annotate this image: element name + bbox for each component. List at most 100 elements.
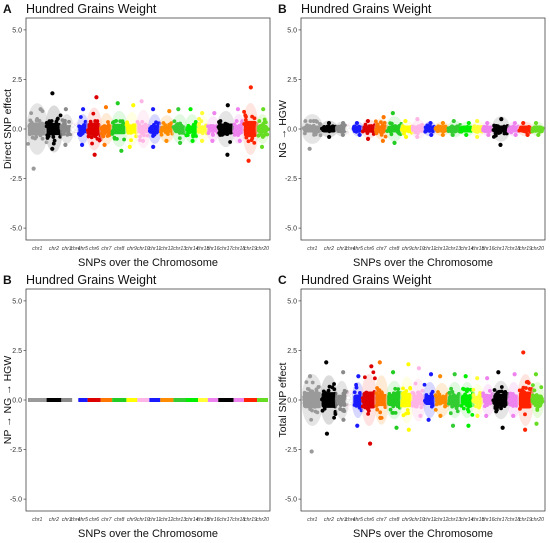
- snp-point: [308, 119, 313, 123]
- snp-effect-bar: [28, 398, 47, 402]
- x-tick-label: chr3: [62, 517, 72, 523]
- snp-point: [320, 408, 325, 413]
- snp-point: [314, 387, 319, 392]
- snp-point: [391, 404, 396, 409]
- snp-point: [91, 111, 96, 116]
- snp-effect-bar: [87, 398, 101, 402]
- chromosome-chr18-points: [233, 398, 244, 402]
- snp-point-max: [235, 107, 241, 112]
- chromosome-chr20-points: [530, 120, 545, 138]
- snp-point: [310, 396, 314, 401]
- snp-point-min: [237, 138, 242, 143]
- x-tick-label: chr13: [448, 246, 461, 252]
- snp-effect-bar: [218, 398, 234, 402]
- snp-point: [302, 390, 307, 395]
- snp-point: [522, 390, 527, 394]
- x-tick-label: chr20: [531, 517, 544, 523]
- snp-point: [364, 390, 369, 395]
- snp-point: [357, 395, 362, 400]
- snp-point-max: [212, 111, 217, 116]
- snp-point: [319, 126, 324, 131]
- chart-svg-np-ng-hgw: B Hundred Grains Weight -5.0 -2.5 0.0 2.5 5.0 N…: [2, 273, 271, 540]
- snp-effect-bar: [185, 398, 199, 402]
- snp-point: [408, 386, 413, 390]
- snp-point-min: [392, 140, 397, 145]
- snp-effect-bar: [173, 398, 186, 402]
- snp-point: [244, 114, 248, 119]
- chromosome-chr15-points: [198, 398, 208, 402]
- snp-point: [435, 126, 439, 131]
- snp-point-min: [498, 142, 503, 147]
- snp-point: [179, 123, 184, 128]
- snp-point: [507, 127, 512, 132]
- x-tick-label: chr9: [402, 246, 412, 252]
- snp-point-max: [512, 372, 517, 377]
- snp-point: [508, 399, 513, 404]
- snp-point: [531, 398, 536, 403]
- chromosome-chr19-points: [242, 85, 259, 163]
- x-tick-label: chr1: [32, 246, 42, 252]
- x-tick-label: chr3: [337, 517, 347, 523]
- chromosome-chr1-points: [26, 103, 49, 171]
- snp-point: [466, 398, 470, 403]
- snp-point: [174, 123, 179, 128]
- x-tick-label: chr7: [101, 517, 112, 523]
- snp-point: [35, 116, 40, 121]
- snp-point: [106, 120, 110, 124]
- snp-point: [208, 127, 212, 132]
- snp-point-max: [377, 360, 382, 365]
- snp-point: [260, 133, 265, 138]
- snp-point: [321, 402, 326, 407]
- x-tick-label: chr14: [461, 246, 474, 252]
- snp-point: [185, 133, 190, 137]
- snp-point: [63, 127, 67, 132]
- chromosome-chr14-points: [185, 398, 199, 402]
- snp-point: [436, 390, 440, 394]
- snp-point: [310, 380, 315, 385]
- snp-point: [41, 128, 46, 133]
- snp-point-max: [466, 120, 471, 126]
- x-tick-label: chr17: [219, 517, 233, 523]
- snp-point-min: [199, 138, 205, 143]
- snp-point-min: [140, 138, 146, 143]
- x-axis-label: SNPs over the Chromosome: [353, 257, 493, 269]
- snp-point: [217, 126, 222, 131]
- snp-point: [61, 121, 66, 126]
- snp-point: [154, 120, 158, 125]
- snp-point: [77, 132, 82, 137]
- snp-point: [332, 387, 337, 392]
- snp-point: [29, 111, 34, 116]
- snp-point-min: [365, 136, 371, 142]
- x-tick-label: chr16: [207, 517, 220, 523]
- x-tick-label: chr12: [160, 246, 173, 252]
- snp-point: [151, 124, 156, 129]
- snp-point: [114, 126, 119, 131]
- snp-point: [498, 130, 503, 135]
- snp-point: [443, 398, 448, 403]
- chromosome-chr20-points: [255, 107, 270, 149]
- snp-point: [258, 123, 263, 128]
- snp-point: [125, 122, 130, 127]
- snp-point: [375, 122, 380, 127]
- snp-point: [413, 381, 418, 386]
- snp-point: [502, 124, 507, 129]
- x-tick-label: chr16: [207, 246, 220, 252]
- x-tick-label: chr20: [531, 246, 544, 252]
- x-axis-label: SNPs over the Chromosome: [78, 257, 218, 269]
- snp-point: [142, 133, 146, 138]
- snp-point: [498, 399, 503, 404]
- snp-point: [163, 123, 168, 128]
- chromosome-chr7-points: [100, 398, 113, 402]
- y-tick-label: 0.0: [287, 126, 297, 133]
- snp-effect-bar: [137, 398, 150, 402]
- snp-point: [501, 394, 506, 399]
- snp-point: [249, 122, 254, 126]
- snp-point: [244, 131, 249, 136]
- snp-point: [446, 129, 451, 133]
- snp-point: [315, 119, 319, 124]
- snp-point: [78, 125, 83, 129]
- snp-point-max: [475, 118, 480, 124]
- snp-point-max: [94, 95, 99, 100]
- snp-point: [327, 384, 332, 389]
- snp-point-min: [438, 413, 443, 418]
